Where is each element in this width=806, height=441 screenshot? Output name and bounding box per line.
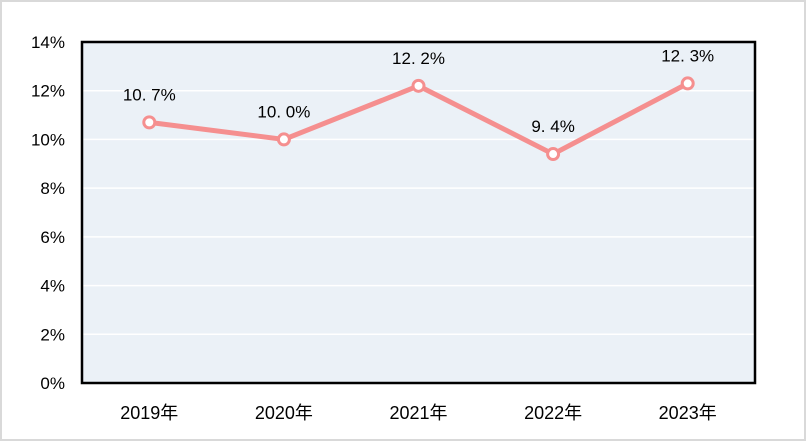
data-point-marker — [142, 115, 157, 130]
data-label: 12. 2% — [392, 49, 445, 68]
x-axis-category-label: 2023年 — [659, 403, 717, 423]
y-axis-tick-label: 12% — [31, 82, 65, 101]
y-axis-tick-label: 6% — [40, 228, 65, 247]
y-axis-tick-label: 14% — [31, 33, 65, 52]
y-axis-tick-label: 4% — [40, 277, 65, 296]
plot-area — [82, 42, 755, 383]
plot-border — [80, 40, 757, 385]
y-axis-tick-label: 2% — [40, 325, 65, 344]
data-point-marker — [276, 132, 291, 147]
data-point-marker — [411, 78, 426, 93]
data-label: 10. 7% — [123, 85, 176, 104]
x-axis-category-label: 2021年 — [389, 403, 447, 423]
x-axis-category-label: 2020年 — [255, 403, 313, 423]
y-axis-tick-label: 0% — [40, 374, 65, 393]
y-axis-tick-label: 8% — [40, 179, 65, 198]
y-axis-tick-label: 10% — [31, 130, 65, 149]
data-point-marker — [546, 147, 561, 162]
data-point-marker — [680, 76, 695, 91]
data-label: 12. 3% — [661, 46, 714, 65]
x-axis-category-label: 2022年 — [524, 403, 582, 423]
data-label: 10. 0% — [257, 102, 310, 121]
data-label: 9. 4% — [531, 117, 574, 136]
x-axis-category-label: 2019年 — [120, 403, 178, 423]
